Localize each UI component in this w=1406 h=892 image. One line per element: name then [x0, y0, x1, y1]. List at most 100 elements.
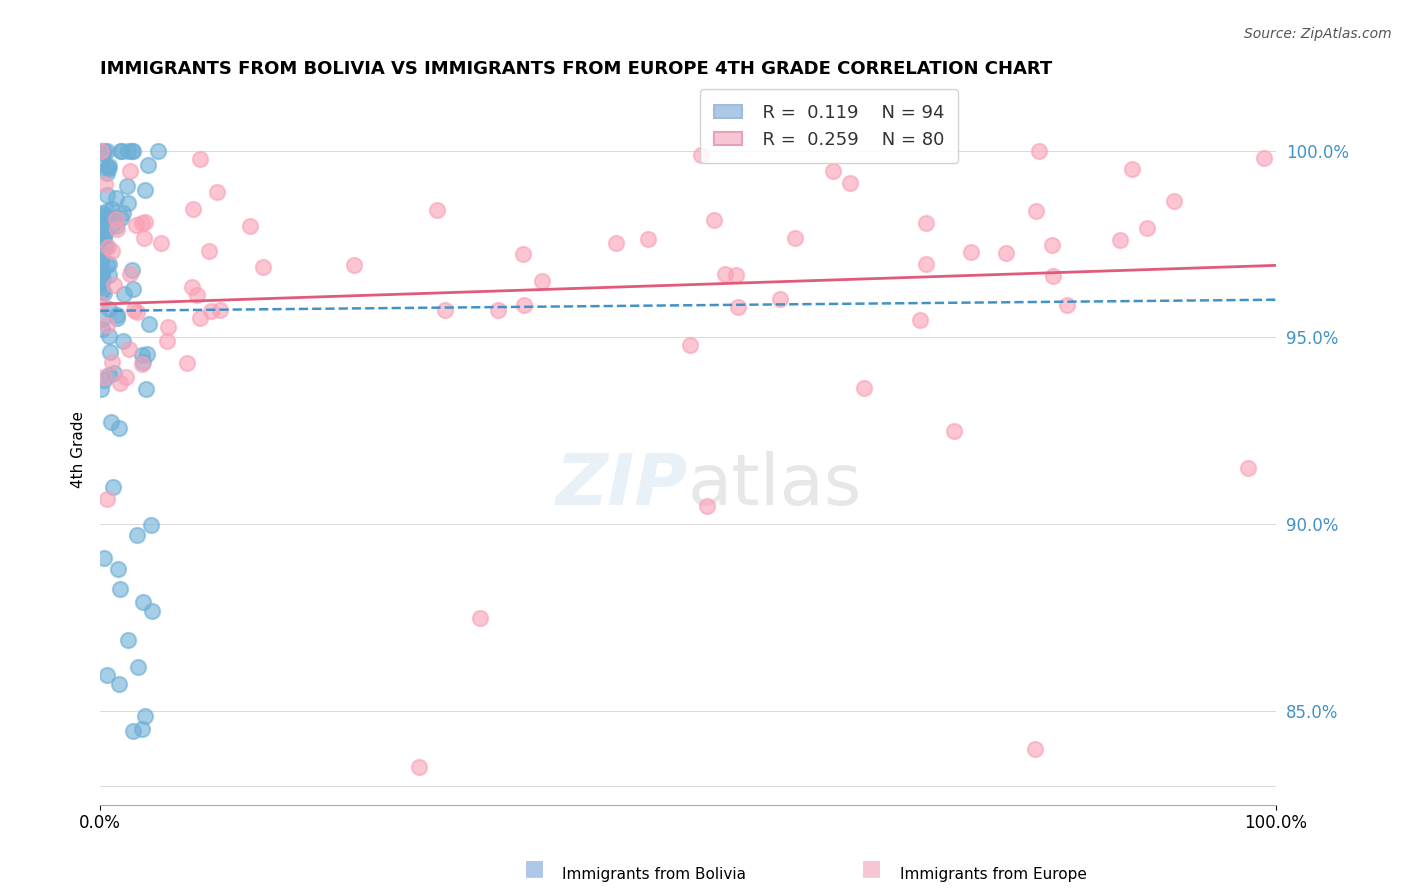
Text: Immigrants from Europe: Immigrants from Europe	[900, 867, 1087, 881]
Immigrants from Europe	[605, 235, 627, 250]
Immigrants from Bolivia	[115, 179, 138, 194]
Immigrants from Bolivia	[97, 162, 120, 177]
Immigrants from Europe	[994, 246, 1017, 260]
Immigrants from Europe	[908, 313, 931, 327]
Immigrants from Europe	[118, 267, 141, 281]
Immigrants from Bolivia	[134, 183, 156, 197]
Immigrants from Bolivia	[97, 368, 120, 383]
Immigrants from Bolivia	[90, 228, 112, 243]
Immigrants from Europe	[679, 338, 702, 352]
Immigrants from Europe	[530, 274, 553, 288]
Immigrants from Bolivia	[93, 373, 115, 387]
Immigrants from Bolivia	[93, 215, 115, 229]
Immigrants from Europe	[821, 164, 844, 178]
Immigrants from Bolivia	[93, 212, 115, 227]
Immigrants from Europe	[96, 318, 118, 332]
Immigrants from Bolivia	[121, 263, 143, 277]
Immigrants from Bolivia	[91, 322, 114, 336]
Immigrants from Bolivia	[108, 420, 131, 434]
Immigrants from Bolivia	[93, 230, 115, 244]
Immigrants from Europe	[696, 499, 718, 513]
Immigrants from Europe	[914, 257, 936, 271]
Immigrants from Bolivia	[90, 231, 112, 245]
Text: ■: ■	[524, 858, 544, 878]
Immigrants from Europe	[176, 356, 198, 370]
Immigrants from Bolivia	[91, 284, 114, 298]
Immigrants from Europe	[108, 376, 131, 390]
Immigrants from Europe	[252, 260, 274, 275]
Immigrants from Europe	[960, 244, 983, 259]
Immigrants from Europe	[186, 288, 208, 302]
Immigrants from Bolivia	[131, 723, 153, 737]
Immigrants from Bolivia	[104, 211, 127, 225]
Y-axis label: 4th Grade: 4th Grade	[72, 411, 86, 488]
Text: ZIP: ZIP	[555, 450, 688, 519]
Immigrants from Bolivia	[132, 595, 155, 609]
Immigrants from Europe	[1136, 221, 1159, 235]
Immigrants from Bolivia	[98, 345, 121, 359]
Immigrants from Bolivia	[138, 318, 160, 332]
Text: IMMIGRANTS FROM BOLIVIA VS IMMIGRANTS FROM EUROPE 4TH GRADE CORRELATION CHART: IMMIGRANTS FROM BOLIVIA VS IMMIGRANTS FR…	[100, 60, 1052, 78]
Immigrants from Europe	[512, 247, 534, 261]
Immigrants from Europe	[838, 176, 860, 190]
Immigrants from Europe	[486, 303, 509, 318]
Immigrants from Bolivia	[94, 239, 117, 253]
Immigrants from Europe	[181, 280, 204, 294]
Immigrants from Europe	[131, 357, 153, 371]
Immigrants from Bolivia	[90, 311, 112, 326]
Immigrants from Bolivia	[101, 480, 124, 494]
Immigrants from Europe	[131, 216, 153, 230]
Immigrants from Europe	[1040, 238, 1063, 252]
Immigrants from Europe	[132, 230, 155, 244]
Immigrants from Bolivia	[93, 273, 115, 287]
Immigrants from Bolivia	[122, 724, 145, 739]
Immigrants from Europe	[125, 219, 148, 233]
Immigrants from Europe	[90, 144, 112, 158]
Immigrants from Europe	[724, 268, 747, 282]
Immigrants from Europe	[115, 370, 138, 384]
Immigrants from Europe	[118, 163, 141, 178]
Immigrants from Bolivia	[136, 158, 159, 172]
Immigrants from Bolivia	[90, 227, 112, 242]
Immigrants from Bolivia	[103, 367, 125, 381]
Immigrants from Europe	[468, 611, 491, 625]
Immigrants from Europe	[1108, 233, 1130, 247]
Immigrants from Bolivia	[90, 252, 112, 266]
Immigrants from Bolivia	[96, 166, 118, 180]
Immigrants from Europe	[94, 177, 117, 191]
Immigrants from Europe	[1028, 144, 1050, 158]
Immigrants from Bolivia	[127, 660, 149, 674]
Immigrants from Bolivia	[122, 282, 145, 296]
Immigrants from Europe	[97, 240, 120, 254]
Immigrants from Bolivia	[93, 286, 115, 301]
Immigrants from Europe	[1253, 151, 1275, 165]
Immigrants from Bolivia	[93, 209, 115, 223]
Immigrants from Bolivia	[110, 144, 132, 158]
Immigrants from Bolivia	[100, 202, 122, 217]
Immigrants from Bolivia	[93, 240, 115, 254]
Text: Source: ZipAtlas.com: Source: ZipAtlas.com	[1244, 27, 1392, 41]
Immigrants from Bolivia	[97, 159, 120, 173]
Immigrants from Europe	[105, 221, 128, 235]
Immigrants from Bolivia	[105, 308, 128, 322]
Immigrants from Europe	[205, 186, 228, 200]
Immigrants from Bolivia	[96, 668, 118, 682]
Immigrants from Bolivia	[107, 562, 129, 576]
Immigrants from Bolivia	[96, 144, 118, 158]
Immigrants from Bolivia	[97, 160, 120, 174]
Immigrants from Bolivia	[91, 236, 114, 251]
Immigrants from Bolivia	[112, 287, 135, 301]
Immigrants from Bolivia	[105, 191, 128, 205]
Immigrants from Bolivia	[90, 244, 112, 258]
Immigrants from Bolivia	[110, 211, 132, 226]
Immigrants from Bolivia	[91, 284, 114, 298]
Text: Immigrants from Bolivia: Immigrants from Bolivia	[562, 867, 747, 881]
Immigrants from Europe	[853, 380, 876, 394]
Immigrants from Bolivia	[90, 144, 112, 158]
Immigrants from Bolivia	[117, 633, 139, 648]
Immigrants from Bolivia	[91, 240, 114, 254]
Immigrants from Bolivia	[90, 212, 112, 227]
Immigrants from Bolivia	[96, 203, 118, 218]
Immigrants from Europe	[90, 297, 112, 311]
Immigrants from Bolivia	[122, 144, 145, 158]
